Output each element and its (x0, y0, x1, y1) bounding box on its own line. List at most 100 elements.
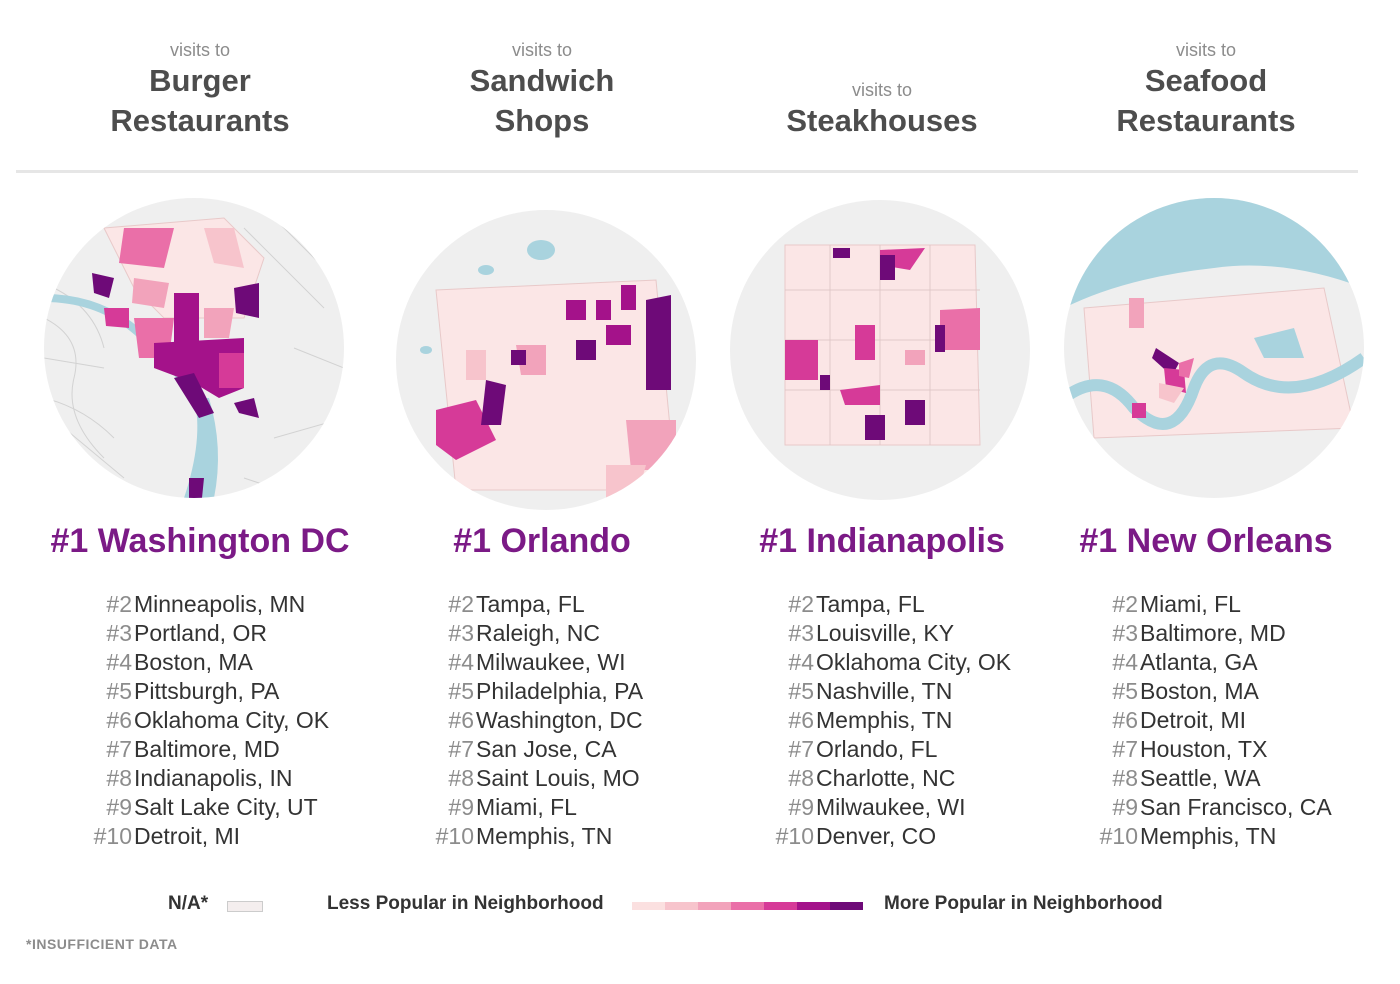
rank-number: #6 (1112, 707, 1138, 733)
legend-na-swatch (227, 901, 263, 912)
rank-number: #3 (106, 620, 132, 646)
rank-number: #6 (448, 707, 474, 733)
header-burger: visits to Burger Restaurants (30, 40, 370, 160)
rank-city: Tampa, FL (816, 591, 925, 617)
legend-scale-swatch (731, 902, 764, 910)
list-item: #2 Miami, FL (1036, 590, 1376, 619)
rank-number: #8 (788, 765, 814, 791)
header-small: visits to (169, 40, 230, 60)
list-item: #6 Oklahoma City, OK (30, 706, 370, 735)
list-item: #5 Boston, MA (1036, 677, 1376, 706)
legend-scale-swatch (698, 902, 731, 910)
rank-number: #7 (448, 736, 474, 762)
header-sandwich: visits to Sandwich Shops (372, 40, 712, 160)
rank-number: #2 (448, 591, 474, 617)
rank-number: #7 (788, 736, 814, 762)
rank-city: Houston, TX (1140, 736, 1268, 762)
rank-list-steakhouse: #2 Tampa, FL #3 Louisville, KY #4 Oklahoma Ci… (712, 590, 1052, 851)
header-title-line2: Restaurants (1116, 103, 1296, 138)
list-item: #2 Tampa, FL (712, 590, 1052, 619)
list-item: #8 Saint Louis, MO (372, 764, 712, 793)
header-title-line1: Seafood (1144, 63, 1268, 98)
top-city-new-orleans: #1 New Orleans (1079, 522, 1333, 560)
rank-city: Washington, DC (476, 707, 643, 733)
rank-city: Philadelphia, PA (476, 678, 644, 704)
header-steakhouse: visits to Steakhouses (712, 80, 1052, 200)
rank-number: #10 (435, 823, 474, 849)
rank-city: Memphis, TN (816, 707, 953, 733)
rank-number: #4 (106, 649, 132, 675)
rank-city: San Francisco, CA (1140, 794, 1332, 820)
list-item: #5 Nashville, TN (712, 677, 1052, 706)
list-item: #4 Atlanta, GA (1036, 648, 1376, 677)
header-small: visits to (1175, 40, 1236, 60)
map-indianapolis (730, 200, 1030, 500)
rank-city: Oklahoma City, OK (816, 649, 1012, 675)
rank-city: Boston, MA (1140, 678, 1259, 704)
rank-city: San Jose, CA (476, 736, 617, 762)
rank-city: Baltimore, MD (134, 736, 280, 762)
header-small: visits to (511, 40, 572, 60)
top-city-indianapolis: #1 Indianapolis (759, 522, 1005, 560)
rank-number: #9 (788, 794, 814, 820)
rank-number: #9 (1112, 794, 1138, 820)
legend-scale-swatch (797, 902, 830, 910)
rank-city: Baltimore, MD (1140, 620, 1286, 646)
rank-city: Milwaukee, WI (816, 794, 966, 820)
rank-city: Atlanta, GA (1140, 649, 1258, 675)
list-item: #4 Milwaukee, WI (372, 648, 712, 677)
header-title-line2: Restaurants (110, 103, 290, 138)
list-item: #6 Memphis, TN (712, 706, 1052, 735)
rank-city: Charlotte, NC (816, 765, 956, 791)
rank-city: Louisville, KY (816, 620, 955, 646)
rank-number: #5 (106, 678, 132, 704)
legend-scale-swatch (764, 902, 797, 910)
rank-number: #9 (106, 794, 132, 820)
rank-city: Detroit, MI (134, 823, 241, 849)
legend-more-label: More Popular in Neighborhood (884, 893, 1163, 914)
rank-number: #2 (106, 591, 132, 617)
rank-city: Memphis, TN (476, 823, 613, 849)
header-title-line1: Burger (149, 63, 251, 98)
rank-list-sandwich: #2 Tampa, FL #3 Raleigh, NC #4 Milwaukee, WI #… (372, 590, 712, 851)
list-item: #7 Orlando, FL (712, 735, 1052, 764)
rank-city: Miami, FL (476, 794, 577, 820)
list-item: #3 Louisville, KY (712, 619, 1052, 648)
rank-city: Seattle, WA (1140, 765, 1261, 791)
list-item: #5 Philadelphia, PA (372, 677, 712, 706)
list-item: #7 Baltimore, MD (30, 735, 370, 764)
rank-number: #3 (788, 620, 814, 646)
rank-number: #7 (1112, 736, 1138, 762)
rank-city: Denver, CO (816, 823, 937, 849)
rank-number: #5 (1112, 678, 1138, 704)
list-item: #4 Boston, MA (30, 648, 370, 677)
header-title-line1: Sandwich (469, 63, 615, 98)
rank-number: #4 (788, 649, 814, 675)
list-item: #3 Baltimore, MD (1036, 619, 1376, 648)
rank-city: Oklahoma City, OK (134, 707, 330, 733)
list-item: #8 Charlotte, NC (712, 764, 1052, 793)
legend-color-scale (632, 902, 863, 910)
map-orlando (396, 210, 696, 510)
rank-number: #3 (448, 620, 474, 646)
rank-city: Miami, FL (1140, 591, 1241, 617)
list-item: #10 Denver, CO (712, 822, 1052, 851)
list-item: #9 Miami, FL (372, 793, 712, 822)
rank-number: #9 (448, 794, 474, 820)
list-item: #2 Tampa, FL (372, 590, 712, 619)
list-item: #9 Salt Lake City, UT (30, 793, 370, 822)
rank-list-burger: #2 Minneapolis, MN #3 Portland, OR #4 Boston,… (30, 590, 370, 851)
list-item: #4 Oklahoma City, OK (712, 648, 1052, 677)
top-city-orlando: #1 Orlando (453, 522, 631, 560)
list-item: #10 Memphis, TN (372, 822, 712, 851)
rank-number: #10 (1099, 823, 1138, 849)
rank-city: Raleigh, NC (476, 620, 600, 646)
footnote: *INSUFFICIENT DATA (26, 936, 178, 952)
rank-number: #5 (448, 678, 474, 704)
map-washington-dc (44, 198, 344, 498)
rank-city: Detroit, MI (1140, 707, 1247, 733)
legend-scale-swatch (632, 902, 665, 910)
header-title-line2: Shops (494, 103, 590, 138)
rank-city: Minneapolis, MN (134, 591, 306, 617)
list-item: #9 San Francisco, CA (1036, 793, 1376, 822)
